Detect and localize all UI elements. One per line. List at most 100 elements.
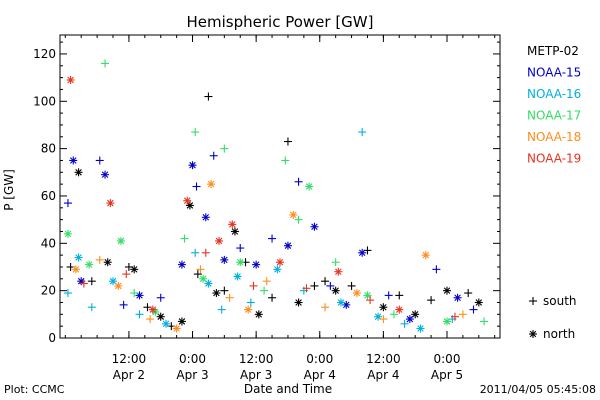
legend-entry-noaa-19: NOAA-19 [527, 152, 581, 166]
point-noaa-17 [389, 310, 398, 319]
point-noaa-15 [405, 315, 414, 324]
point-noaa-16 [217, 305, 226, 314]
point-noaa-19 [450, 312, 459, 321]
point-noaa-19 [228, 220, 237, 229]
y-axis-label: P [GW] [2, 169, 16, 211]
point-noaa-15 [384, 291, 393, 300]
point-metp-02 [442, 286, 451, 295]
point-noaa-16 [246, 298, 255, 307]
point-noaa-16 [233, 272, 242, 281]
plot-credit: Plot: CCMC [4, 383, 65, 396]
point-noaa-15 [209, 151, 218, 160]
point-noaa-16 [191, 248, 200, 257]
point-noaa-15 [95, 156, 104, 165]
point-metp-02 [283, 137, 292, 146]
point-noaa-15 [310, 222, 319, 231]
point-noaa-17 [130, 289, 139, 298]
legend-entry-metp-02: METP-02 [527, 44, 579, 58]
x-tick-date: Apr 5 [431, 368, 463, 382]
x-tick-label: 12:00 [366, 352, 401, 366]
point-noaa-15 [294, 177, 303, 186]
point-noaa-19 [66, 75, 75, 84]
point-noaa-16 [273, 265, 282, 274]
point-noaa-17 [363, 291, 372, 300]
point-noaa-18 [225, 293, 234, 302]
point-noaa-19 [334, 267, 343, 276]
point-metp-02 [268, 293, 277, 302]
point-noaa-16 [358, 128, 367, 137]
point-metp-02 [74, 168, 83, 177]
x-tick-date: Apr 4 [367, 368, 399, 382]
point-noaa-17 [236, 258, 245, 267]
y-tick-label: 20 [41, 284, 56, 298]
point-noaa-18 [321, 303, 330, 312]
point-noaa-18 [71, 265, 80, 274]
point-noaa-18 [458, 310, 467, 319]
point-noaa-17 [294, 215, 303, 224]
plot-frame [59, 34, 501, 339]
point-noaa-17 [442, 317, 451, 326]
point-noaa-15 [101, 170, 110, 179]
point-noaa-17 [220, 144, 229, 153]
point-noaa-19 [79, 279, 88, 288]
axis-ticks: 0 20 40 60 80 100 120 12:00 Apr 2 0:00 Apr 3 12:00 A… [33, 35, 500, 382]
point-noaa-19 [122, 270, 131, 279]
point-noaa-16 [162, 319, 171, 328]
marker-legend-label: north [543, 327, 575, 341]
point-noaa-18 [244, 305, 253, 314]
y-tick-label: 120 [33, 47, 56, 61]
x-tick-date: Apr 4 [304, 368, 336, 382]
marker-legend-symbol [529, 330, 537, 338]
point-noaa-15 [252, 260, 261, 269]
point-noaa-15 [69, 156, 78, 165]
x-tick-label: 0:00 [434, 352, 461, 366]
point-noaa-19 [148, 305, 157, 314]
point-noaa-17 [305, 182, 314, 191]
marker-legend-symbol [529, 297, 537, 305]
point-metp-02 [230, 227, 239, 236]
point-noaa-17 [116, 236, 125, 245]
point-noaa-16 [416, 324, 425, 333]
y-tick-label: 40 [41, 236, 56, 250]
x-tick-date: Apr 3 [240, 368, 272, 382]
point-noaa-17 [191, 128, 200, 137]
point-metp-02 [294, 298, 303, 307]
marker-legend: south north [529, 294, 577, 341]
point-noaa-17 [101, 59, 110, 68]
point-metp-02 [411, 310, 420, 319]
point-noaa-17 [199, 274, 208, 283]
legend-entry-noaa-16: NOAA-16 [527, 87, 581, 101]
point-noaa-16 [204, 279, 213, 288]
y-tick-label: 80 [41, 142, 56, 156]
y-tick-label: 0 [48, 331, 56, 345]
point-noaa-17 [63, 229, 72, 238]
point-metp-02 [193, 270, 202, 279]
point-noaa-19 [302, 284, 311, 293]
point-metp-02 [474, 298, 483, 307]
point-noaa-15 [268, 234, 277, 243]
point-noaa-19 [395, 305, 404, 314]
chart-title: Hemispheric Power [GW] [187, 13, 374, 31]
point-noaa-19 [249, 281, 258, 290]
x-tick-label: 0:00 [306, 352, 333, 366]
point-noaa-17 [281, 156, 290, 165]
legend-entry-noaa-17: NOAA-17 [527, 109, 581, 123]
x-tick-label: 12:00 [112, 352, 147, 366]
point-metp-02 [347, 281, 356, 290]
point-noaa-15 [469, 305, 478, 314]
point-metp-02 [177, 317, 186, 326]
point-noaa-17 [85, 260, 94, 269]
point-noaa-19 [201, 248, 210, 257]
marker-legend-label: south [543, 294, 577, 308]
x-tick-label: 0:00 [179, 352, 206, 366]
point-metp-02 [130, 265, 139, 274]
point-metp-02 [103, 258, 112, 267]
point-metp-02 [331, 286, 340, 295]
point-noaa-19 [215, 236, 224, 245]
point-metp-02 [254, 310, 263, 319]
point-noaa-16 [87, 303, 96, 312]
x-tick-date: Apr 3 [176, 368, 208, 382]
y-tick-label: 100 [33, 94, 56, 108]
point-noaa-18 [379, 315, 388, 324]
